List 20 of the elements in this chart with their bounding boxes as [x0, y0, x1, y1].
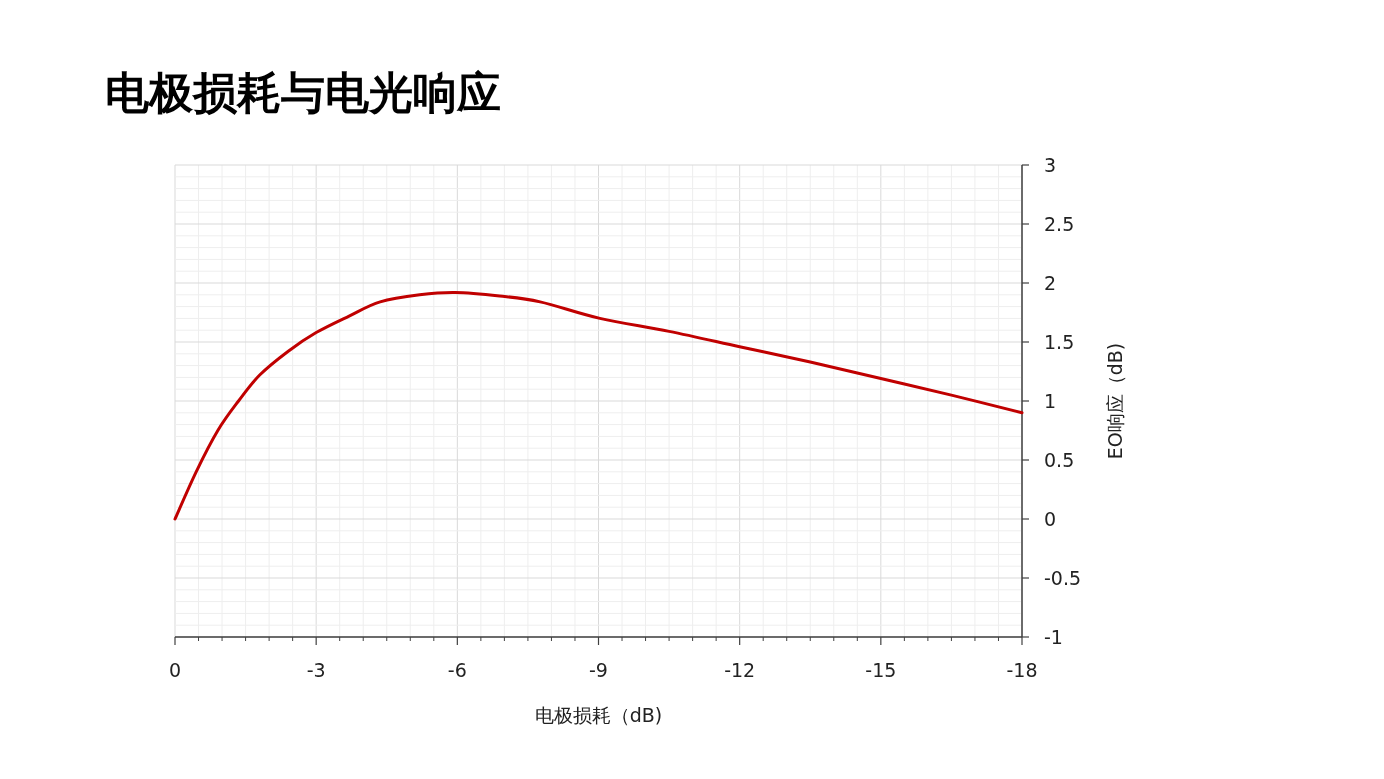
- line-series: [173, 290, 1024, 521]
- x-tick-label: -15: [865, 659, 897, 681]
- y-tick-label: 3: [1044, 154, 1057, 176]
- x-tick-label: 0: [168, 659, 182, 681]
- x-axis-title: 电极损耗（dB): [534, 704, 663, 726]
- y-tick-label: 1.5: [1044, 331, 1075, 353]
- x-tick-label: -12: [724, 659, 756, 681]
- y-tick-label: 0: [1044, 508, 1057, 530]
- y-tick-label: -0.5: [1044, 567, 1082, 589]
- y-tick-label: 2.5: [1044, 213, 1075, 235]
- y-tick-label: -1: [1044, 626, 1063, 648]
- y-axis-title: EO响应（dB): [1104, 342, 1126, 460]
- x-tick-label: -18: [1006, 659, 1038, 681]
- y-tick-label: 0.5: [1044, 449, 1075, 471]
- chart-title: 电极损耗与电光响应: [105, 67, 501, 118]
- y-tick-label: 2: [1044, 272, 1057, 294]
- x-tick-label: -6: [447, 659, 467, 681]
- x-tick-label: -3: [306, 659, 326, 681]
- x-tick-label: -9: [589, 659, 608, 681]
- y-tick-label: 1: [1044, 390, 1057, 412]
